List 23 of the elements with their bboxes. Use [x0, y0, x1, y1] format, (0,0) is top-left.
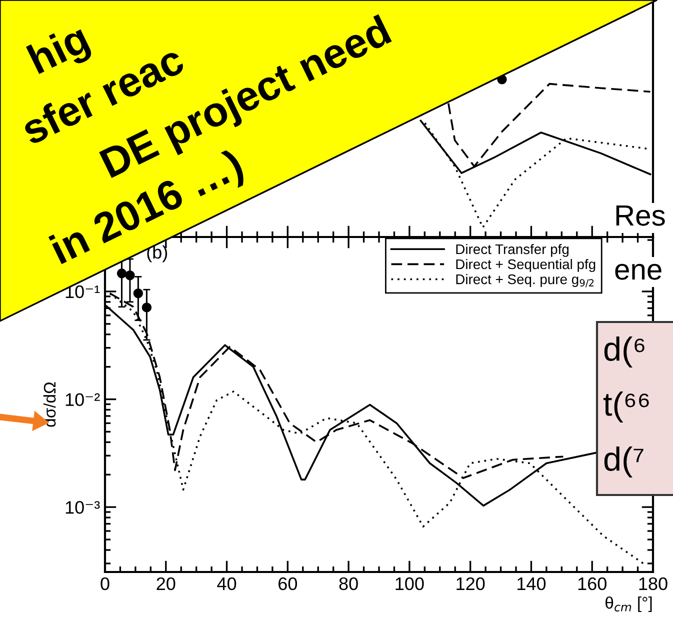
annotation: t(⁶⁶: [604, 391, 649, 423]
x-tick-label: 80: [339, 577, 358, 590]
y-tick-label: 10⁻²: [66, 393, 100, 406]
text: hig: [26, 22, 94, 82]
x-tick-label: 40: [217, 577, 236, 590]
legend-label: Direct + Seq. pure g$_{9/2}$: [456, 274, 594, 288]
x-tick-label: 160: [578, 577, 606, 590]
y-tick-label: 10⁻³: [66, 501, 100, 514]
y-axis-title: dσ/dΩ: [43, 382, 56, 427]
legend-label: Direct + Sequential pfg: [456, 258, 596, 272]
legend-label: Direct Transfer pfg: [456, 244, 569, 257]
annotation: d(⁶: [604, 336, 644, 368]
annotation: ene: [615, 264, 662, 280]
x-tick-label: 100: [396, 577, 424, 590]
x-tick-label: 140: [518, 577, 546, 590]
x-tick-label: 120: [456, 577, 485, 590]
x-axis-title: θ$_{cm}$ [°]: [606, 596, 652, 612]
x-tick-label: 180: [639, 577, 668, 590]
annotation: Res: [616, 205, 665, 226]
annotation: d(⁷: [604, 446, 644, 478]
x-tick-label: 0: [100, 577, 110, 590]
x-tick-label: 60: [278, 577, 298, 590]
x-tick-label: 20: [156, 577, 176, 590]
